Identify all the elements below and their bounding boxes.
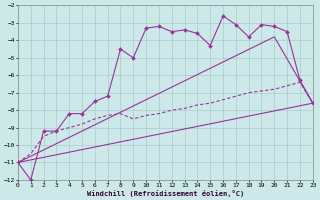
X-axis label: Windchill (Refroidissement éolien,°C): Windchill (Refroidissement éolien,°C)	[87, 190, 244, 197]
